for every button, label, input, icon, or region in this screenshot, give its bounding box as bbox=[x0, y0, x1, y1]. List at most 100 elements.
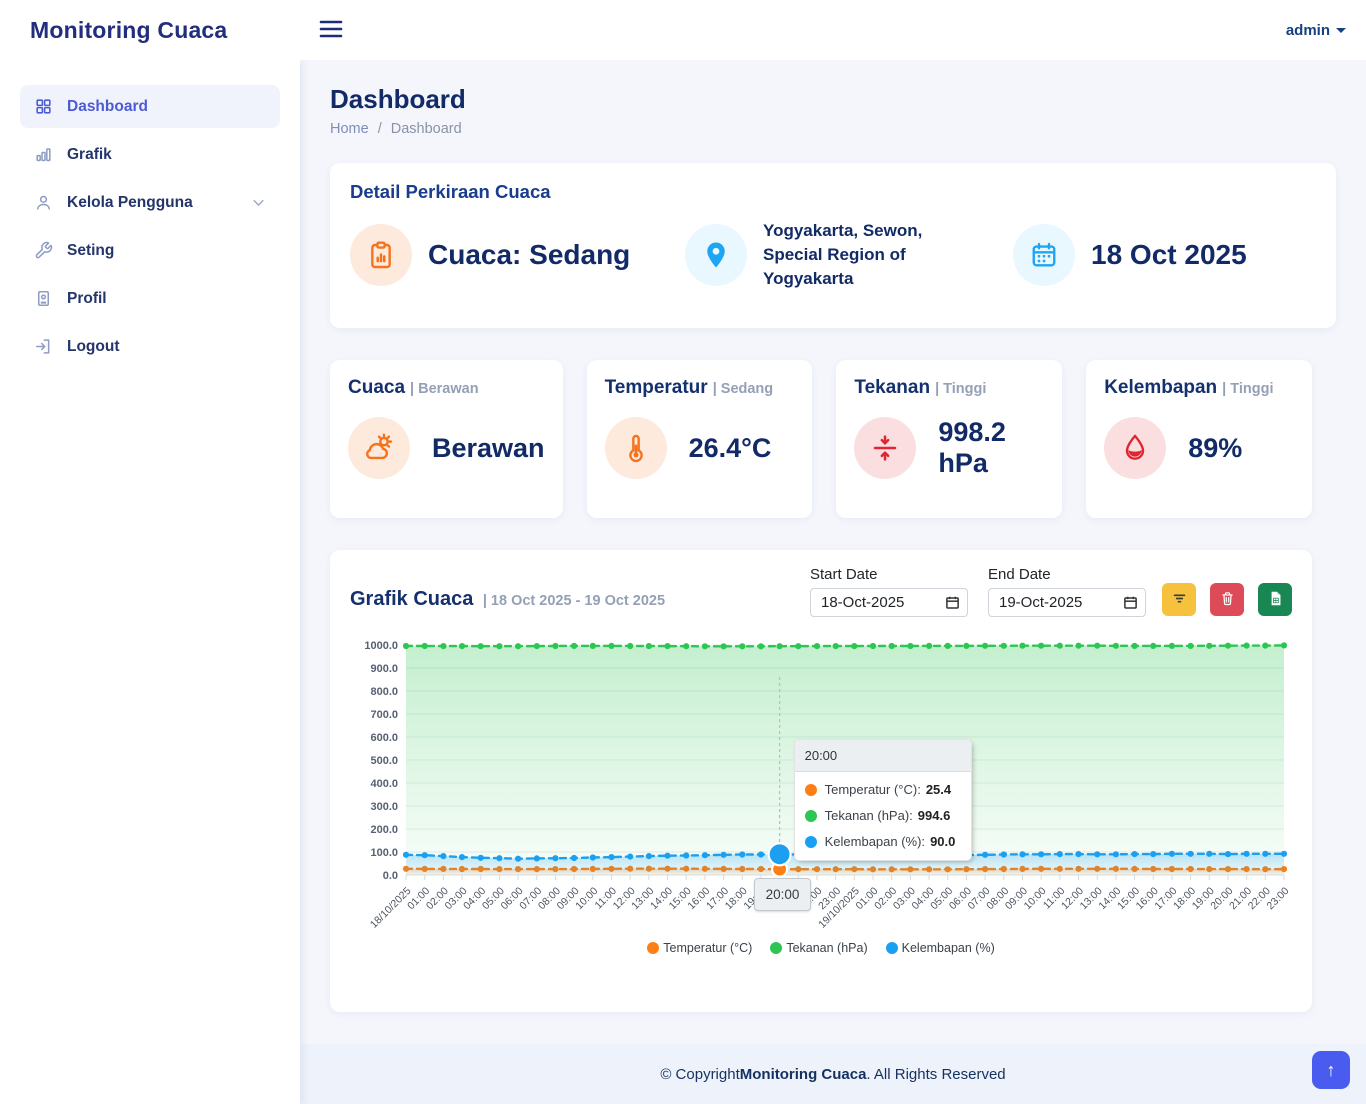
stat-title: Temperatur bbox=[605, 377, 708, 398]
stat-status: | Tinggi bbox=[1222, 381, 1273, 397]
stat-status: | Sedang bbox=[713, 381, 773, 397]
user-icon bbox=[34, 193, 53, 212]
svg-text:500.0: 500.0 bbox=[370, 755, 398, 767]
copyright-brand: Monitoring Cuaca bbox=[740, 1066, 867, 1083]
id-card-icon bbox=[34, 289, 53, 308]
svg-text:900.0: 900.0 bbox=[370, 663, 398, 675]
bar-chart-icon bbox=[34, 145, 53, 164]
breadcrumb-current: Dashboard bbox=[391, 121, 462, 137]
sidebar-item-label: Grafik bbox=[67, 146, 112, 164]
sidebar-item-label: Logout bbox=[67, 338, 120, 356]
svg-text:800.0: 800.0 bbox=[370, 686, 398, 698]
breadcrumb: Home / Dashboard bbox=[330, 121, 1336, 137]
location-summary: Yogyakarta, Sewon, Special Region of Yog… bbox=[685, 219, 1013, 290]
series-dot bbox=[805, 836, 817, 848]
copyright-prefix: © Copyright bbox=[660, 1066, 739, 1083]
detail-forecast-card: Detail Perkiraan Cuaca Cuaca: Sedang Yog… bbox=[330, 163, 1336, 328]
tooltip-time: 20:00 bbox=[795, 740, 971, 772]
legend-dot bbox=[886, 942, 898, 954]
detail-card-title: Detail Perkiraan Cuaca bbox=[350, 181, 1316, 203]
grid-icon bbox=[34, 97, 53, 116]
sidebar-item-profil[interactable]: Profil bbox=[20, 277, 280, 320]
legend-item[interactable]: Temperatur (°C) bbox=[647, 941, 752, 955]
stat-status: | Tinggi bbox=[935, 381, 986, 397]
calendar-icon bbox=[1013, 224, 1075, 286]
sidebar-item-label: Profil bbox=[67, 290, 107, 308]
delete-button[interactable] bbox=[1210, 583, 1244, 616]
weather-graph-card: Grafik Cuaca | 18 Oct 2025 - 19 Oct 2025… bbox=[330, 550, 1312, 1012]
weather-chart[interactable]: 0.0100.0200.0300.0400.0500.0600.0700.080… bbox=[350, 621, 1292, 955]
sidebar-item-label: Dashboard bbox=[67, 98, 148, 116]
sidebar-item-grafik[interactable]: Grafik bbox=[20, 133, 280, 176]
menu-toggle-button[interactable] bbox=[314, 14, 348, 47]
svg-text:200.0: 200.0 bbox=[370, 824, 398, 836]
page-footer: © Copyright Monitoring Cuaca. All Rights… bbox=[300, 1044, 1366, 1104]
sidebar-item-dashboard[interactable]: Dashboard bbox=[20, 85, 280, 128]
location-pin-icon bbox=[685, 224, 747, 286]
sidebar-item-seting[interactable]: Seting bbox=[20, 229, 280, 272]
breadcrumb-home-link[interactable]: Home bbox=[330, 121, 369, 137]
stat-title: Cuaca bbox=[348, 377, 405, 398]
crosshair-time-label: 20:00 bbox=[754, 878, 812, 911]
sidebar-item-label: Kelola Pengguna bbox=[67, 194, 193, 212]
chevron-down-icon bbox=[1336, 28, 1346, 33]
copyright-suffix: . All Rights Reserved bbox=[866, 1066, 1005, 1083]
stat-value: 89% bbox=[1188, 433, 1242, 464]
legend-item[interactable]: Kelembapan (%) bbox=[886, 941, 995, 955]
legend-label: Tekanan (hPa) bbox=[786, 941, 867, 955]
svg-text:600.0: 600.0 bbox=[370, 732, 398, 744]
graph-actions bbox=[1162, 583, 1292, 616]
stat-value: 998.2 hPa bbox=[938, 417, 1044, 479]
sidebar-item-logout[interactable]: Logout bbox=[20, 325, 280, 368]
chart-legend: Temperatur (°C) Tekanan (hPa) Kelembapan (… bbox=[350, 941, 1292, 955]
username: admin bbox=[1286, 22, 1330, 39]
tooltip-series-label: Kelembapan (%): bbox=[825, 834, 925, 849]
legend-dot bbox=[770, 942, 782, 954]
tooltip-rows: Temperatur (°C):25.4Tekanan (hPa):994.6K… bbox=[795, 772, 971, 860]
chevron-down-icon bbox=[251, 195, 266, 210]
svg-text:0.0: 0.0 bbox=[383, 870, 398, 882]
stat-card-kelembapan: Kelembapan| Tinggi 89% bbox=[1086, 360, 1312, 518]
droplet-icon bbox=[1104, 417, 1166, 479]
stat-card-cuaca: Cuaca | Berawan Berawan bbox=[330, 360, 563, 518]
stat-status: | Berawan bbox=[410, 381, 479, 397]
stat-card-tekanan: Tekanan | Tinggi 998.2 hPa bbox=[836, 360, 1062, 518]
breadcrumb-separator: / bbox=[378, 121, 382, 137]
end-date-label: End Date bbox=[988, 566, 1146, 583]
legend-label: Kelembapan (%) bbox=[902, 941, 995, 955]
graph-title: Grafik Cuaca bbox=[350, 588, 473, 610]
svg-text:1000.0: 1000.0 bbox=[364, 640, 398, 652]
filter-button[interactable] bbox=[1162, 583, 1196, 616]
tooltip-series-label: Temperatur (°C): bbox=[825, 782, 921, 797]
legend-item[interactable]: Tekanan (hPa) bbox=[770, 941, 867, 955]
series-dot bbox=[805, 810, 817, 822]
app-logo: Monitoring Cuaca bbox=[0, 17, 300, 44]
tooltip-row: Temperatur (°C):25.4 bbox=[795, 772, 971, 798]
series-dot bbox=[805, 784, 817, 796]
thermometer-icon bbox=[605, 417, 667, 479]
filter-icon bbox=[1171, 590, 1188, 610]
sidebar-item-kelola-pengguna[interactable]: Kelola Pengguna bbox=[20, 181, 280, 224]
stat-card-temperatur: Temperatur | Sedang 26.4°C bbox=[587, 360, 813, 518]
svg-text:300.0: 300.0 bbox=[370, 801, 398, 813]
svg-text:700.0: 700.0 bbox=[370, 709, 398, 721]
clipboard-chart-icon bbox=[350, 224, 412, 286]
export-excel-button[interactable] bbox=[1258, 583, 1292, 616]
svg-text:100.0: 100.0 bbox=[370, 847, 398, 859]
page-title: Dashboard bbox=[330, 84, 1336, 115]
sidebar-item-label: Seting bbox=[67, 242, 114, 260]
hamburger-icon bbox=[318, 18, 344, 43]
weather-condition-text: Cuaca: Sedang bbox=[428, 239, 630, 271]
start-date-input[interactable] bbox=[810, 588, 968, 617]
wrench-icon bbox=[34, 241, 53, 260]
stat-value: Berawan bbox=[432, 433, 545, 464]
scroll-to-top-button[interactable]: ↑ bbox=[1312, 1051, 1350, 1089]
end-date-input[interactable] bbox=[988, 588, 1146, 617]
stat-title: Tekanan bbox=[854, 377, 930, 398]
user-menu[interactable]: admin bbox=[1286, 22, 1346, 39]
stat-value: 26.4°C bbox=[689, 433, 772, 464]
stat-cards-row: Cuaca | Berawan Berawan Temperatur | Sedan… bbox=[330, 360, 1312, 518]
start-date-label: Start Date bbox=[810, 566, 968, 583]
top-header: Monitoring Cuaca admin bbox=[0, 0, 1366, 60]
legend-label: Temperatur (°C) bbox=[663, 941, 752, 955]
